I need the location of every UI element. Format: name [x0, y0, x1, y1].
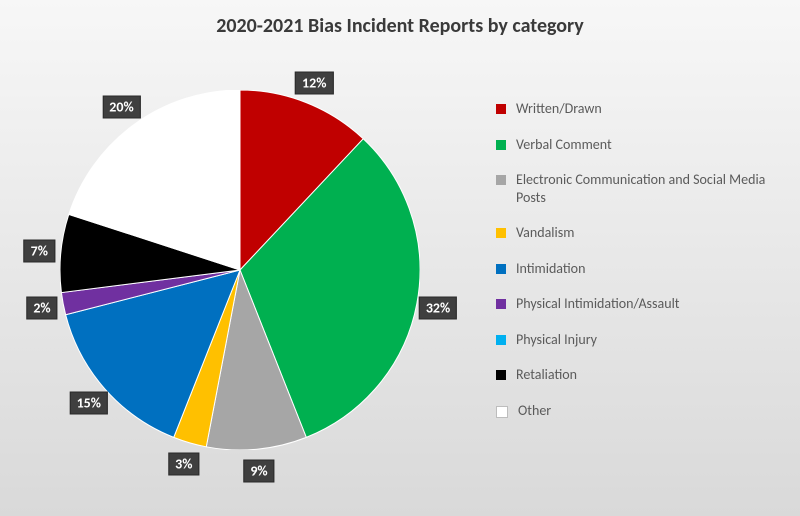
pie-data-label: 15% — [70, 392, 108, 415]
pie-data-label: 20% — [102, 95, 140, 118]
legend-swatch — [496, 228, 506, 238]
pie-data-label: 32% — [419, 296, 457, 319]
pie-data-label: 7% — [24, 240, 55, 263]
legend-label: Intimidation — [516, 260, 585, 278]
legend-swatch — [496, 406, 508, 418]
pie-area — [60, 90, 420, 450]
chart-title: 2020-2021 Bias Incident Reports by categ… — [0, 14, 800, 38]
legend-item: Physical Injury — [496, 331, 776, 349]
pie-data-label: 12% — [295, 71, 333, 94]
legend-item: Vandalism — [496, 224, 776, 242]
legend-label: Other — [518, 402, 551, 420]
legend-label: Verbal Comment — [516, 136, 612, 154]
legend-swatch — [496, 335, 506, 345]
legend-item: Electronic Communication and Social Medi… — [496, 171, 776, 206]
pie-data-label: 9% — [243, 459, 274, 482]
legend-swatch — [496, 104, 506, 114]
legend-swatch — [496, 264, 506, 274]
pie-chart — [60, 90, 420, 450]
legend-item: Verbal Comment — [496, 136, 776, 154]
legend-swatch — [496, 175, 506, 185]
legend-item: Other — [496, 402, 776, 420]
legend-swatch — [496, 370, 506, 380]
legend-label: Physical Injury — [516, 331, 597, 349]
legend-label: Retaliation — [516, 366, 577, 384]
legend-swatch — [496, 140, 506, 150]
chart-container: 2020-2021 Bias Incident Reports by categ… — [0, 0, 800, 516]
legend-label: Physical Intimidation/Assault — [516, 295, 679, 313]
legend: Written/Drawn Verbal Comment Electronic Co… — [496, 100, 776, 437]
pie-data-label: 2% — [26, 296, 57, 319]
pie-data-label: 3% — [168, 452, 199, 475]
legend-label: Written/Drawn — [516, 100, 602, 118]
legend-item: Retaliation — [496, 366, 776, 384]
legend-label: Vandalism — [516, 224, 574, 242]
legend-item: Written/Drawn — [496, 100, 776, 118]
legend-item: Physical Intimidation/Assault — [496, 295, 776, 313]
legend-label: Electronic Communication and Social Medi… — [516, 171, 776, 206]
legend-item: Intimidation — [496, 260, 776, 278]
legend-swatch — [496, 299, 506, 309]
